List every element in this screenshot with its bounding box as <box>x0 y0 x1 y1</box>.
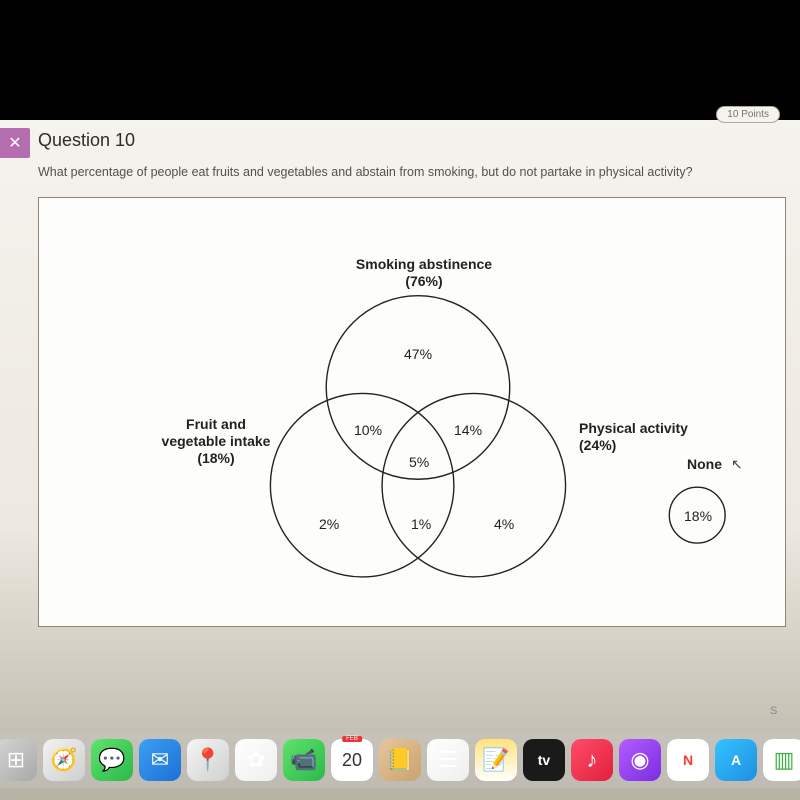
music-glyph: ♪ <box>587 747 598 773</box>
dock-tv-icon[interactable]: tv <box>523 739 565 781</box>
label-fruit-line1: Fruit and <box>186 416 246 432</box>
label-fruit-line2: vegetable intake <box>162 433 271 449</box>
circle-fruit <box>270 393 454 577</box>
label-none: None <box>687 456 722 473</box>
contacts-glyph: 📒 <box>386 747 413 773</box>
dock-maps-icon[interactable]: 📍 <box>187 739 229 781</box>
val-C-only: 4% <box>494 516 514 532</box>
facetime-glyph: 📹 <box>290 747 317 773</box>
label-smoking-line2: (76%) <box>405 273 442 289</box>
dock-reminders-icon[interactable]: ☰ <box>427 739 469 781</box>
val-AC: 14% <box>454 422 482 438</box>
news-glyph: N <box>683 752 693 768</box>
venn-diagram-container: Smoking abstinence (76%) Fruit and veget… <box>38 197 786 627</box>
calendar-day: 20 <box>342 750 362 771</box>
dock-calendar-icon[interactable]: FEB 20 <box>331 739 373 781</box>
label-physical: Physical activity (24%) <box>579 420 719 454</box>
numbers-glyph: ▥ <box>774 747 795 773</box>
macos-dock: ☺⊞🧭💬✉📍✿📹FEB20📒☰📝tv♪◉NA▥▤ <box>0 732 800 788</box>
notes-glyph: 📝 <box>482 747 509 773</box>
laptop-screen: ✕ 10 Points Question 10 What percentage … <box>0 120 800 800</box>
dock-numbers-icon[interactable]: ▥ <box>763 739 800 781</box>
val-A-only: 47% <box>404 346 432 362</box>
dock-safari-icon[interactable]: 🧭 <box>43 739 85 781</box>
label-physical-line1: Physical activity <box>579 420 688 436</box>
dock-app-store-icon[interactable]: A <box>715 739 757 781</box>
app-store-glyph: A <box>731 752 741 768</box>
val-none: 18% <box>684 508 712 524</box>
podcasts-glyph: ◉ <box>630 747 649 773</box>
question-number: Question 10 <box>38 130 792 151</box>
circle-physical <box>382 393 566 577</box>
dock-notes-icon[interactable]: 📝 <box>475 739 517 781</box>
save-button-partial[interactable]: S <box>764 698 794 724</box>
dock-contacts-icon[interactable]: 📒 <box>379 739 421 781</box>
val-ABC: 5% <box>409 454 429 470</box>
dock-podcasts-icon[interactable]: ◉ <box>619 739 661 781</box>
dock-music-icon[interactable]: ♪ <box>571 739 613 781</box>
question-panel: 10 Points Question 10 What percentage of… <box>38 120 792 627</box>
dock-mail-icon[interactable]: ✉ <box>139 739 181 781</box>
label-smoking-line1: Smoking abstinence <box>356 256 492 272</box>
val-BC: 1% <box>411 516 431 532</box>
dock-launchpad-icon[interactable]: ⊞ <box>0 739 37 781</box>
reminders-glyph: ☰ <box>438 747 458 773</box>
points-badge: 10 Points <box>716 106 780 123</box>
val-B-only: 2% <box>319 516 339 532</box>
mail-glyph: ✉ <box>151 747 169 773</box>
messages-glyph: 💬 <box>98 747 125 773</box>
label-physical-line2: (24%) <box>579 437 616 453</box>
dock-facetime-icon[interactable]: 📹 <box>283 739 325 781</box>
safari-glyph: 🧭 <box>50 747 77 773</box>
circle-smoking <box>326 296 510 480</box>
close-button[interactable]: ✕ <box>0 128 30 158</box>
dock-news-icon[interactable]: N <box>667 739 709 781</box>
close-icon: ✕ <box>8 133 21 153</box>
cursor-icon: ↖ <box>731 456 743 473</box>
val-AB: 10% <box>354 422 382 438</box>
label-fruit-line3: (18%) <box>197 450 234 466</box>
launchpad-glyph: ⊞ <box>7 747 25 773</box>
maps-glyph: 📍 <box>194 747 221 773</box>
label-fruit: Fruit and vegetable intake (18%) <box>151 416 281 466</box>
question-text: What percentage of people eat fruits and… <box>38 165 792 179</box>
dock-photos-icon[interactable]: ✿ <box>235 739 277 781</box>
photo-black-bar <box>0 0 800 120</box>
tv-glyph: tv <box>538 752 550 768</box>
label-smoking: Smoking abstinence (76%) <box>339 256 509 290</box>
photos-glyph: ✿ <box>247 747 265 773</box>
calendar-month-badge: FEB <box>342 736 362 742</box>
dock-messages-icon[interactable]: 💬 <box>91 739 133 781</box>
